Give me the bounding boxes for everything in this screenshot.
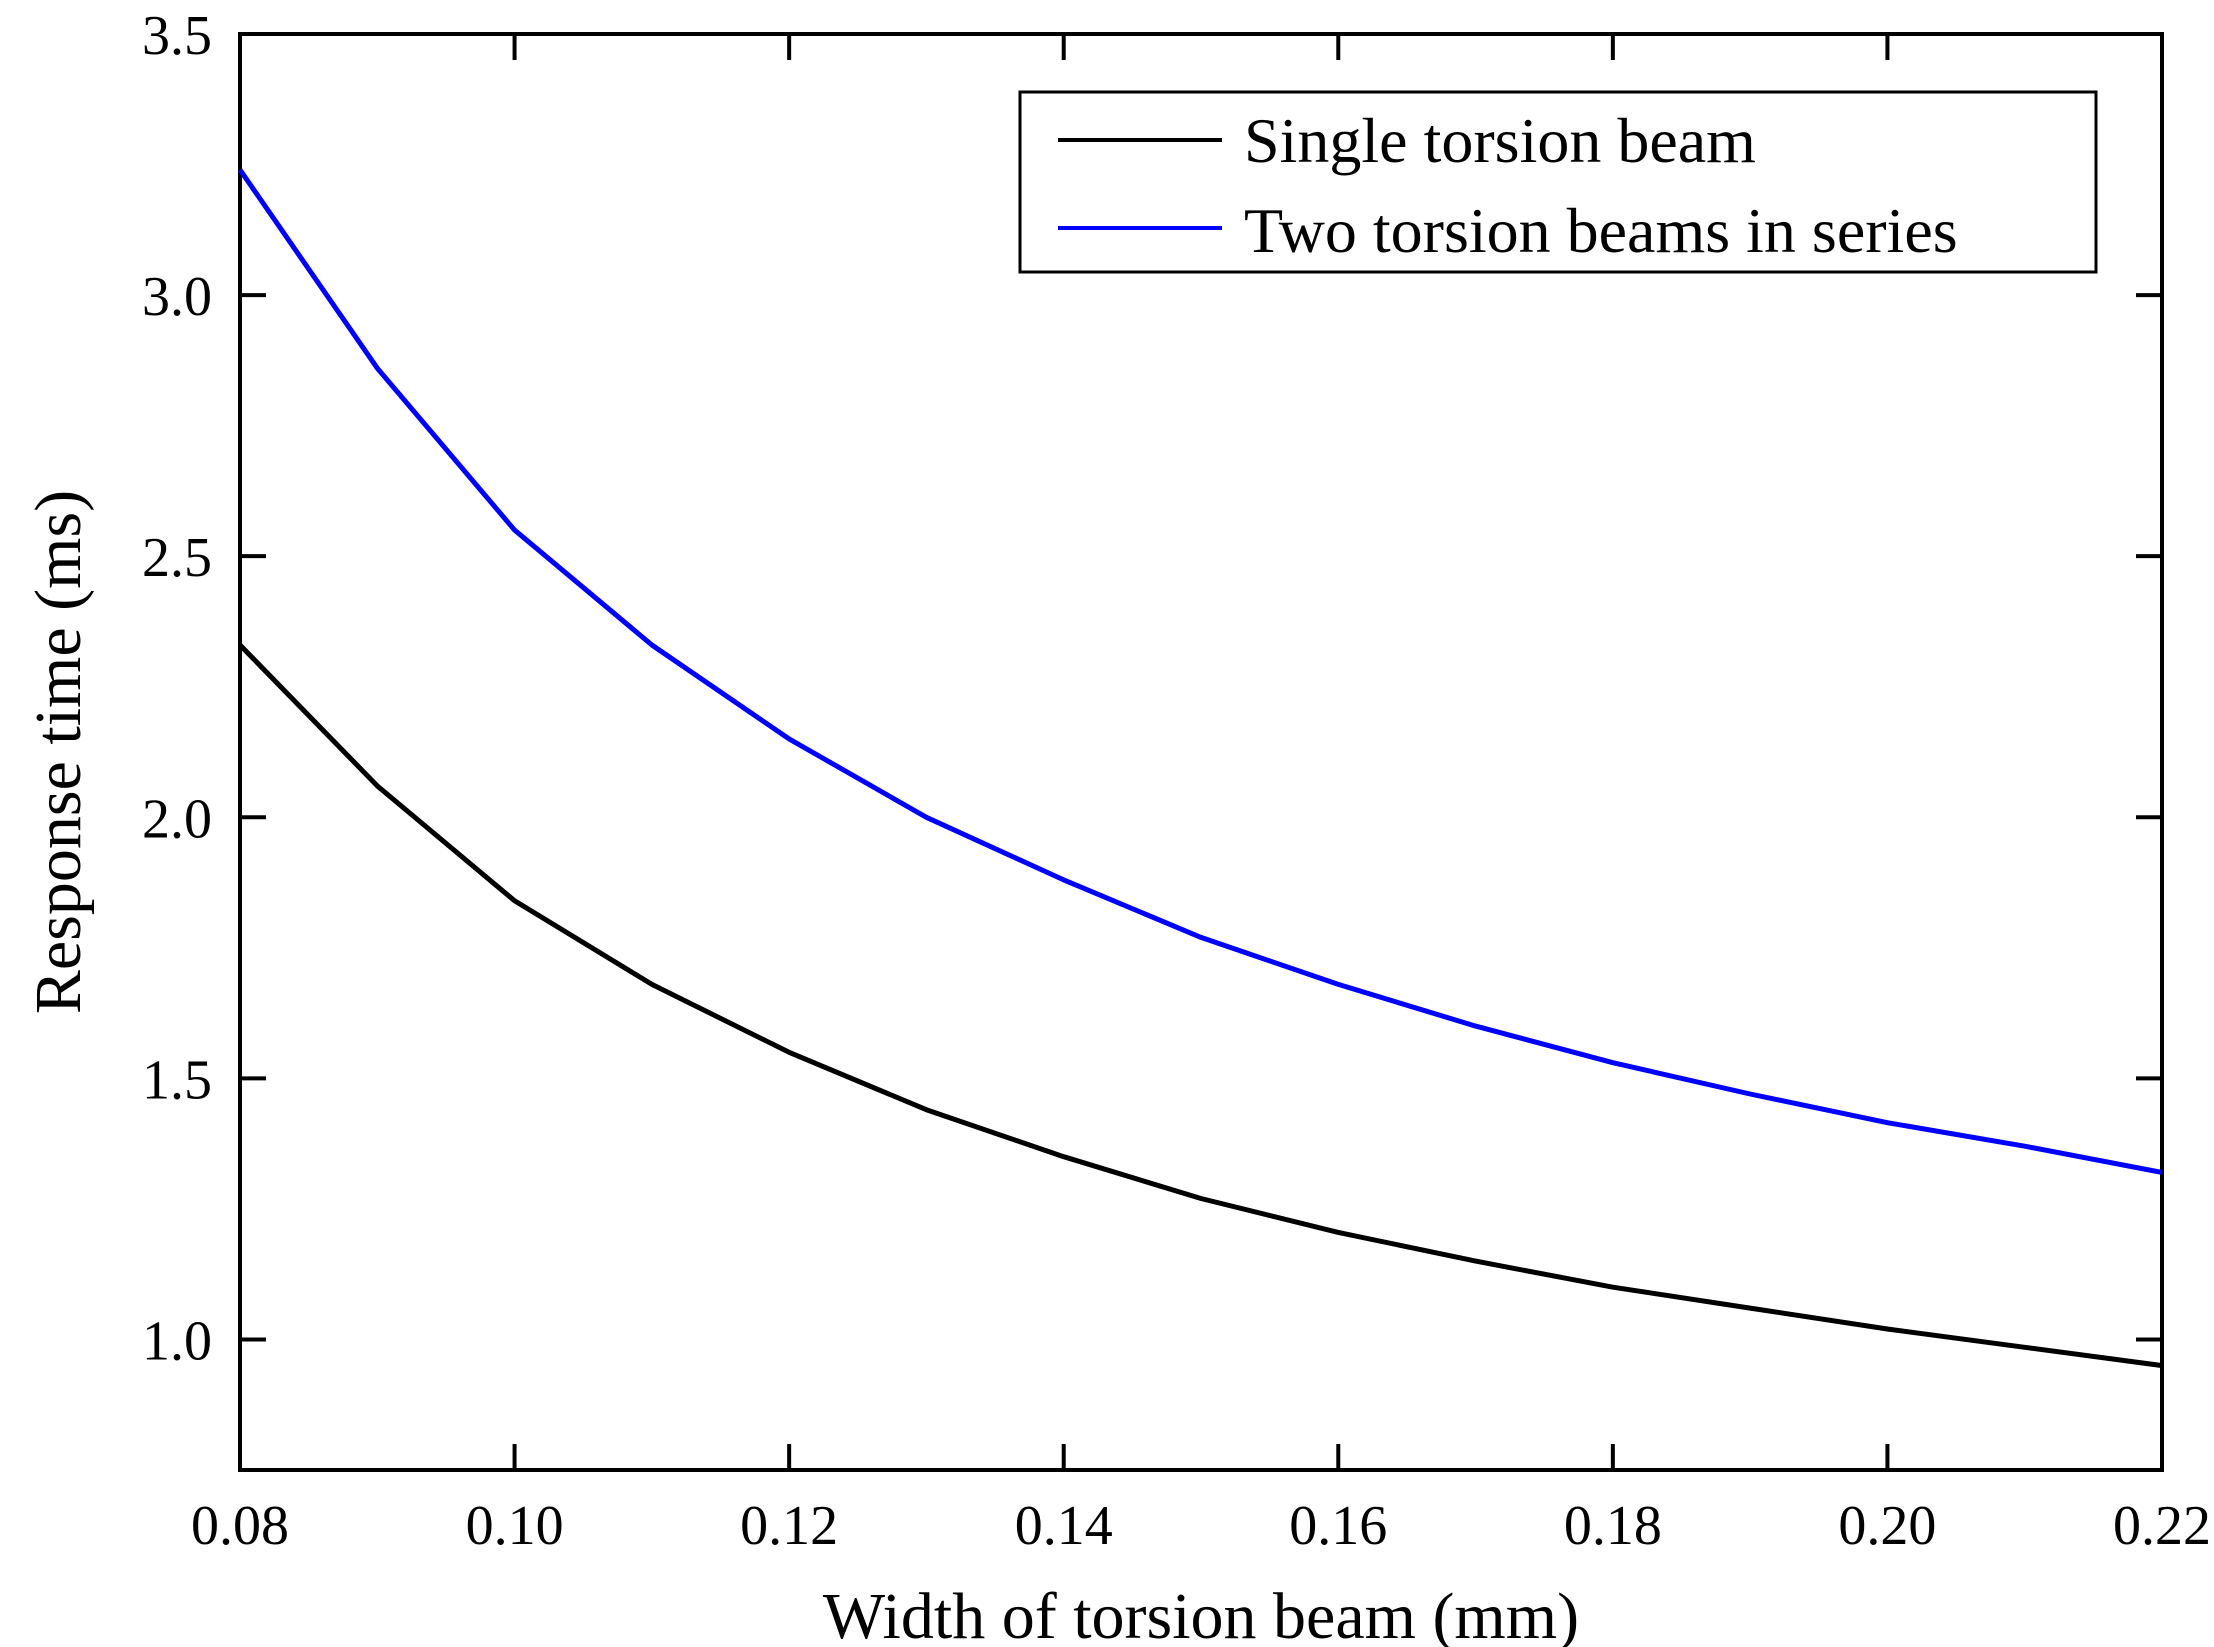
y-tick-label: 2.0 xyxy=(142,788,212,850)
axis-ticks xyxy=(238,32,2164,1470)
legend-label-single-torsion-beam: Single torsion beam xyxy=(1244,105,1756,176)
series-line-two-torsion-beams xyxy=(237,168,2163,1175)
y-tick-label: 1.0 xyxy=(142,1310,212,1372)
x-tick-label: 0.22 xyxy=(2113,1495,2211,1557)
y-axis-title: Response time (ms) xyxy=(22,490,95,1014)
plot-area-frame xyxy=(238,32,2164,1472)
series-lines xyxy=(237,168,2163,1369)
x-tick-label: 0.20 xyxy=(1838,1495,1936,1557)
legend: Single torsion beam Two torsion beams in… xyxy=(1018,90,2098,274)
y-axis-tick-labels: 1.0 1.5 2.0 2.5 3.0 3.5 xyxy=(142,5,212,1372)
x-axis-tick-labels: 0.08 0.10 0.12 0.14 0.16 0.18 0.20 0.22 xyxy=(191,1495,2211,1557)
x-tick-label: 0.12 xyxy=(740,1495,838,1557)
y-tick-label: 2.5 xyxy=(142,527,212,589)
x-tick-label: 0.08 xyxy=(191,1495,289,1557)
x-tick-label: 0.18 xyxy=(1564,1495,1662,1557)
x-tick-label: 0.10 xyxy=(466,1495,564,1557)
series-line-single-torsion-beam xyxy=(238,643,2163,1369)
legend-box xyxy=(1018,90,2098,274)
y-tick-label: 3.5 xyxy=(142,5,212,67)
y-tick-label: 3.0 xyxy=(142,266,212,328)
x-tick-label: 0.14 xyxy=(1015,1495,1113,1557)
x-axis-title: Width of torsion beam (mm) xyxy=(823,1580,1579,1647)
x-tick-label: 0.16 xyxy=(1289,1495,1387,1557)
y-tick-label: 1.5 xyxy=(142,1049,212,1111)
legend-label-two-torsion-beams: Two torsion beams in series xyxy=(1244,195,1958,266)
